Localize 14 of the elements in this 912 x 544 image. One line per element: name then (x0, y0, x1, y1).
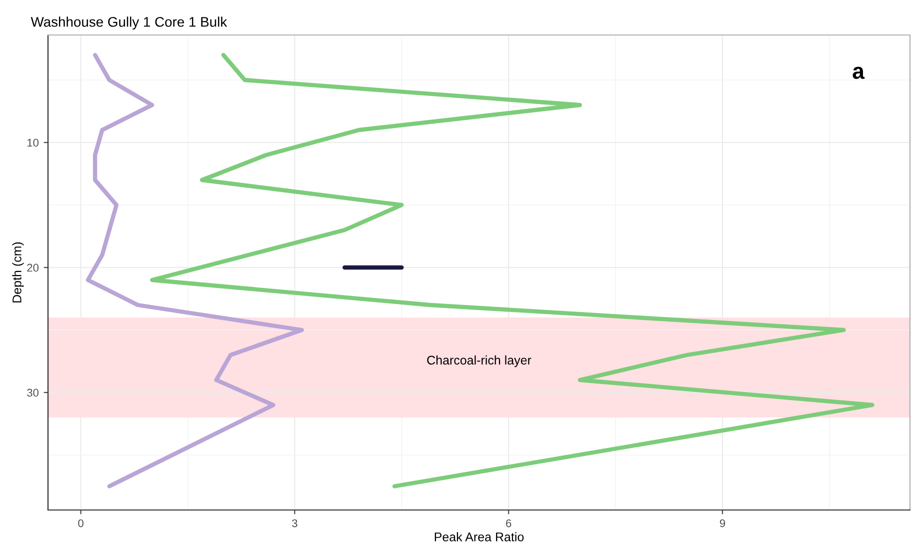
y-tick-label: 30 (27, 388, 39, 397)
y-tick-label: 20 (27, 264, 39, 272)
annotation: a (852, 66, 865, 79)
x-tick-label: 3 (292, 519, 298, 528)
line-series (86, 52, 304, 488)
y-axis-title: Depth (cm) (12, 242, 24, 302)
x-axis-title: Peak Area Ratio (434, 532, 524, 542)
x-tick-label: 9 (720, 519, 726, 528)
x-tick-label: 6 (506, 519, 512, 528)
chart-title: Washhouse Gully 1 Core 1 Bulk (30, 16, 228, 30)
band-label: Charcoal-rich layer (427, 355, 532, 368)
y-tick-label: 10 (27, 138, 39, 147)
line-series (150, 52, 874, 488)
x-tick-label: 0 (78, 519, 84, 528)
